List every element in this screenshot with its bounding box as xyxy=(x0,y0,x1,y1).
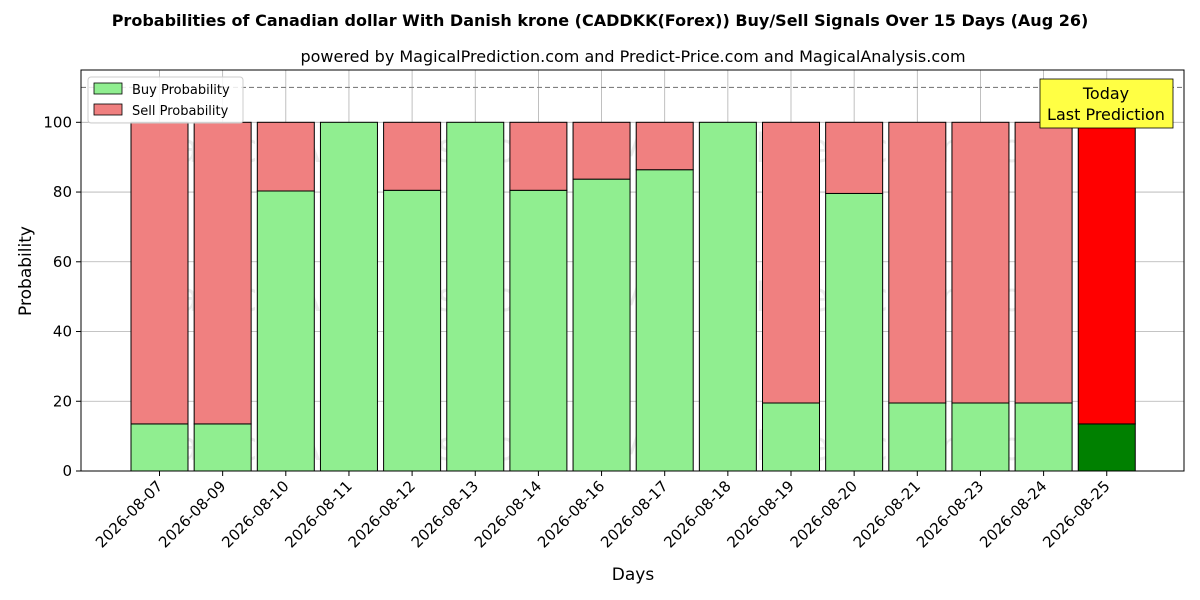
bar-buy xyxy=(509,189,568,472)
bar-sell xyxy=(951,121,1010,404)
x-tick-label: 2026-08-20 xyxy=(787,477,861,551)
annotation-line-1: Today xyxy=(1082,84,1129,103)
y-tick-label: 0 xyxy=(62,462,72,480)
x-tick-label: 2026-08-17 xyxy=(597,477,671,551)
bar-sell xyxy=(193,121,252,425)
bar-sell xyxy=(825,121,884,194)
legend-label-buy: Buy Probability xyxy=(132,83,230,98)
bar-buy xyxy=(1014,402,1073,472)
chart-title: Probabilities of Canadian dollar With Da… xyxy=(112,11,1089,30)
legend: Buy Probability Sell Probability xyxy=(87,76,244,124)
bar-sell xyxy=(256,121,315,192)
bar-sell xyxy=(635,121,694,171)
x-tick-label: 2026-08-07 xyxy=(92,477,166,551)
bar-sell xyxy=(509,121,568,191)
bar-buy xyxy=(446,121,505,472)
y-tick-label: 20 xyxy=(53,392,72,410)
annotation-line-2: Last Prediction xyxy=(1047,105,1165,124)
bar-sell xyxy=(1014,121,1073,404)
y-tick-label: 100 xyxy=(43,113,72,131)
bar-buy xyxy=(635,169,694,472)
legend-swatch-sell xyxy=(93,103,123,116)
x-tick-label: 2026-08-18 xyxy=(660,477,734,551)
bar-buy xyxy=(193,423,252,472)
bar-sell xyxy=(130,121,189,425)
x-tick-label: 2026-08-16 xyxy=(534,477,608,551)
x-tick-label: 2026-08-24 xyxy=(976,477,1050,551)
x-tick-label: 2026-08-25 xyxy=(1039,477,1113,551)
x-axis-ticks: 2026-08-072026-08-092026-08-102026-08-11… xyxy=(92,471,1114,551)
x-tick-label: 2026-08-10 xyxy=(218,477,292,551)
bar-buy xyxy=(698,121,757,472)
bar-buy xyxy=(888,402,947,472)
today-annotation: Today Last Prediction xyxy=(1039,78,1174,129)
x-tick-label: 2026-08-14 xyxy=(471,477,545,551)
y-tick-label: 80 xyxy=(53,183,72,201)
chart-subtitle: powered by MagicalPrediction.com and Pre… xyxy=(300,47,965,66)
x-axis-label: Days xyxy=(612,565,655,585)
bar-buy xyxy=(572,178,631,472)
bars xyxy=(130,121,1136,472)
bar-buy xyxy=(1077,423,1136,472)
legend-box xyxy=(87,76,244,124)
y-axis-label: Probability xyxy=(16,226,36,316)
y-tick-label: 60 xyxy=(53,253,72,271)
bar-buy xyxy=(319,121,378,472)
plot-frame xyxy=(80,69,1185,472)
bar-buy xyxy=(130,423,189,472)
x-tick-label: 2026-08-09 xyxy=(155,477,229,551)
bar-buy xyxy=(383,189,442,472)
legend-swatch-buy xyxy=(93,82,123,95)
bar-buy xyxy=(951,402,1010,472)
x-tick-label: 2026-08-23 xyxy=(913,477,987,551)
x-tick-label: 2026-08-12 xyxy=(345,477,419,551)
annotation-box xyxy=(1039,78,1174,129)
bar-buy xyxy=(825,192,884,472)
x-tick-label: 2026-08-13 xyxy=(408,477,482,551)
bar-sell xyxy=(572,121,631,180)
x-tick-label: 2026-08-19 xyxy=(723,477,797,551)
bar-sell xyxy=(383,121,442,191)
bar-buy xyxy=(762,402,820,472)
y-tick-label: 40 xyxy=(53,323,72,341)
x-tick-label: 2026-08-11 xyxy=(281,477,355,551)
bar-sell xyxy=(1077,121,1136,425)
bar-sell xyxy=(888,121,947,404)
bar-buy xyxy=(256,190,315,472)
y-axis-ticks: 0 20 40 60 80 100 xyxy=(43,113,81,480)
bar-sell xyxy=(762,121,820,404)
legend-label-sell: Sell Probability xyxy=(132,104,229,119)
x-tick-label: 2026-08-21 xyxy=(850,477,924,551)
